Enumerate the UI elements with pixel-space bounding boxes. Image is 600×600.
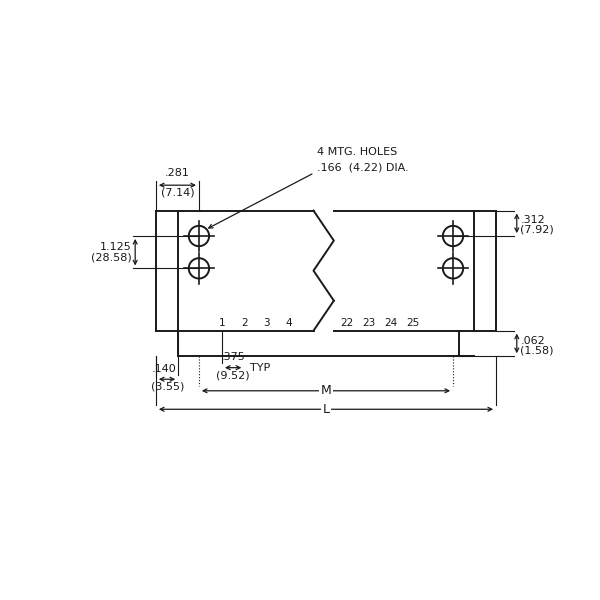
Text: 24: 24 [385, 319, 398, 328]
Text: M: M [320, 384, 331, 397]
Text: 1.125: 1.125 [100, 242, 131, 251]
Text: .281: .281 [165, 168, 190, 178]
Text: .312: .312 [520, 215, 545, 224]
Text: TYP: TYP [250, 362, 270, 373]
Text: 4 MTG. HOLES: 4 MTG. HOLES [317, 148, 397, 157]
Text: (7.14): (7.14) [161, 187, 194, 197]
Text: 23: 23 [362, 319, 376, 328]
Text: L: L [322, 403, 329, 416]
Text: (7.92): (7.92) [520, 225, 554, 235]
Text: .062: .062 [520, 335, 545, 346]
Text: .140: .140 [151, 364, 176, 374]
Text: 22: 22 [340, 319, 353, 328]
Text: (1.58): (1.58) [520, 346, 554, 356]
Text: (3.55): (3.55) [151, 382, 185, 392]
Text: 4: 4 [285, 319, 292, 328]
Text: .166  (4.22) DIA.: .166 (4.22) DIA. [317, 162, 409, 172]
Text: 25: 25 [407, 319, 420, 328]
Text: (28.58): (28.58) [91, 253, 131, 263]
Text: 3: 3 [263, 319, 269, 328]
Text: (9.52): (9.52) [217, 370, 250, 380]
Text: 1: 1 [219, 319, 226, 328]
Text: .375: .375 [221, 352, 245, 362]
Text: 2: 2 [241, 319, 248, 328]
